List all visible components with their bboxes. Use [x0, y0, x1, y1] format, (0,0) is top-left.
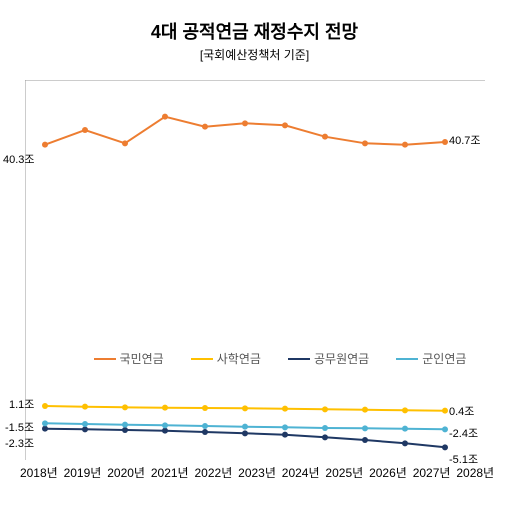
series-marker: [362, 437, 368, 443]
series-marker: [362, 407, 368, 413]
x-axis-tick-label: 2025년: [322, 464, 366, 481]
series-marker: [322, 425, 328, 431]
series-marker: [282, 122, 288, 128]
series-marker: [282, 432, 288, 438]
series-marker: [402, 407, 408, 413]
series-marker: [42, 420, 48, 426]
legend-item: 사학연금: [191, 350, 261, 367]
series-marker: [42, 426, 48, 432]
x-axis-tick-label: 2018년: [17, 464, 61, 481]
series-marker: [282, 424, 288, 430]
series-marker: [242, 430, 248, 436]
value-label: 40.7조: [449, 132, 481, 148]
chart-title: 4대 공적연금 재정수지 전망: [0, 0, 509, 44]
legend-label: 군인연금: [422, 350, 466, 367]
legend-item: 공무원연금: [288, 350, 369, 367]
series-marker: [82, 421, 88, 427]
x-axis-tick-label: 2024년: [279, 464, 323, 481]
value-label: -1.5조: [5, 419, 34, 435]
value-label: 0.4조: [449, 403, 474, 419]
series-marker: [162, 422, 168, 428]
series-marker: [402, 426, 408, 432]
series-marker: [122, 140, 128, 146]
series-marker: [442, 139, 448, 145]
chart-svg: [25, 80, 485, 460]
chart-plot-area: 국민연금사학연금공무원연금군인연금 40.3조40.7조1.1조0.4조-2.3…: [25, 80, 485, 460]
series-marker: [42, 142, 48, 148]
legend-swatch: [94, 358, 116, 360]
series-marker: [202, 429, 208, 435]
chart-container: 4대 공적연금 재정수지 전망 [국회예산정책처 기준] 국민연금 사학연금 공무원…: [0, 0, 509, 516]
series-marker: [402, 440, 408, 446]
series-marker: [442, 426, 448, 432]
x-axis-tick-label: 2021년: [148, 464, 192, 481]
chart-subtitle: [국회예산정책처 기준]: [0, 46, 509, 63]
legend-item: 국민연금: [94, 350, 164, 367]
series-marker: [162, 405, 168, 411]
x-axis-tick-label: 2022년: [192, 464, 236, 481]
x-axis-tick-label: 2026년: [366, 464, 410, 481]
series-marker: [322, 134, 328, 140]
legend-label: 사학연금: [217, 350, 261, 367]
x-axis-labels: 2018년2019년2020년2021년2022년2023년2024년2025년…: [17, 464, 497, 481]
series-marker: [322, 406, 328, 412]
series-marker: [202, 405, 208, 411]
legend: 국민연금 사학연금 공무원연금 군인연금: [80, 350, 480, 367]
series-marker: [242, 405, 248, 411]
series-marker: [122, 404, 128, 410]
x-axis-tick-label: 2028년: [453, 464, 497, 481]
series-marker: [442, 408, 448, 414]
series-marker: [162, 114, 168, 120]
series-marker: [82, 127, 88, 133]
value-label: 1.1조: [9, 396, 34, 412]
series-marker: [362, 425, 368, 431]
x-axis-tick-label: 2019년: [61, 464, 105, 481]
legend-swatch: [396, 358, 418, 360]
legend-swatch: [288, 358, 310, 360]
legend-label: 국민연금: [120, 350, 164, 367]
x-axis-tick-label: 2023년: [235, 464, 279, 481]
series-marker: [122, 427, 128, 433]
series-marker: [322, 434, 328, 440]
series-marker: [442, 444, 448, 450]
series-marker: [282, 406, 288, 412]
x-axis-tick-label: 2027년: [410, 464, 454, 481]
series-marker: [242, 424, 248, 430]
series-marker: [202, 124, 208, 130]
series-marker: [82, 404, 88, 410]
value-label: -2.3조: [5, 435, 34, 451]
legend-label: 공무원연금: [314, 350, 369, 367]
x-axis-tick-label: 2020년: [104, 464, 148, 481]
series-marker: [42, 403, 48, 409]
legend-swatch: [191, 358, 213, 360]
series-marker: [362, 140, 368, 146]
series-marker: [402, 142, 408, 148]
series-marker: [202, 423, 208, 429]
legend-item: 군인연금: [396, 350, 466, 367]
series-marker: [122, 422, 128, 428]
series-marker: [242, 120, 248, 126]
series-marker: [162, 428, 168, 434]
value-label: -2.4조: [449, 425, 478, 441]
series-marker: [82, 426, 88, 432]
value-label: 40.3조: [3, 151, 35, 167]
